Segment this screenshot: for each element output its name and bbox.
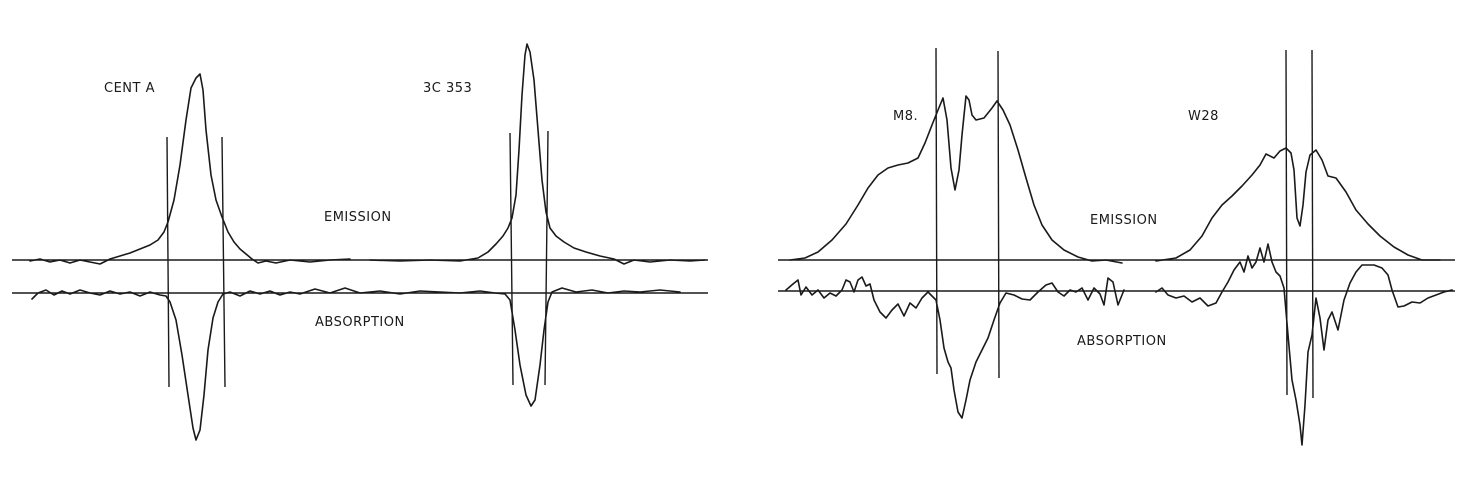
w28-label: W28 <box>1188 109 1219 124</box>
3c353-marker-right <box>544 130 549 386</box>
w28-absorption-trace <box>1155 243 1453 446</box>
m8-label: M8. <box>893 109 918 124</box>
cent-a-label: CENT A <box>104 81 155 96</box>
m8-absorption-trace <box>785 276 1125 419</box>
cent-a-marker-left <box>166 136 170 388</box>
m8-marker-right <box>997 50 1000 379</box>
cent-a-emission-trace <box>29 73 351 265</box>
3c353-marker-left <box>509 132 514 386</box>
w28-marker-right <box>1311 49 1314 399</box>
right-emission-label: EMISSION <box>1090 213 1158 228</box>
3c353-label: 3C 353 <box>423 81 472 96</box>
w28-emission-trace <box>1155 147 1441 262</box>
right-absorption-label: ABSORPTION <box>1077 334 1167 349</box>
left-emission-label: EMISSION <box>324 210 392 225</box>
3c353-emission-trace <box>369 43 706 265</box>
left-panel: CENT A 3C 353 EMISSION ABSORPTION <box>12 43 708 441</box>
w28-marker-left <box>1285 49 1288 396</box>
m8-emission-trace <box>789 95 1123 264</box>
right-panel: M8. W28 EMISSION ABSORPTION <box>778 47 1455 446</box>
left-absorption-trace <box>31 287 681 441</box>
cent-a-marker-right <box>221 136 226 388</box>
m8-marker-left <box>935 47 938 375</box>
left-absorption-label: ABSORPTION <box>315 315 405 330</box>
